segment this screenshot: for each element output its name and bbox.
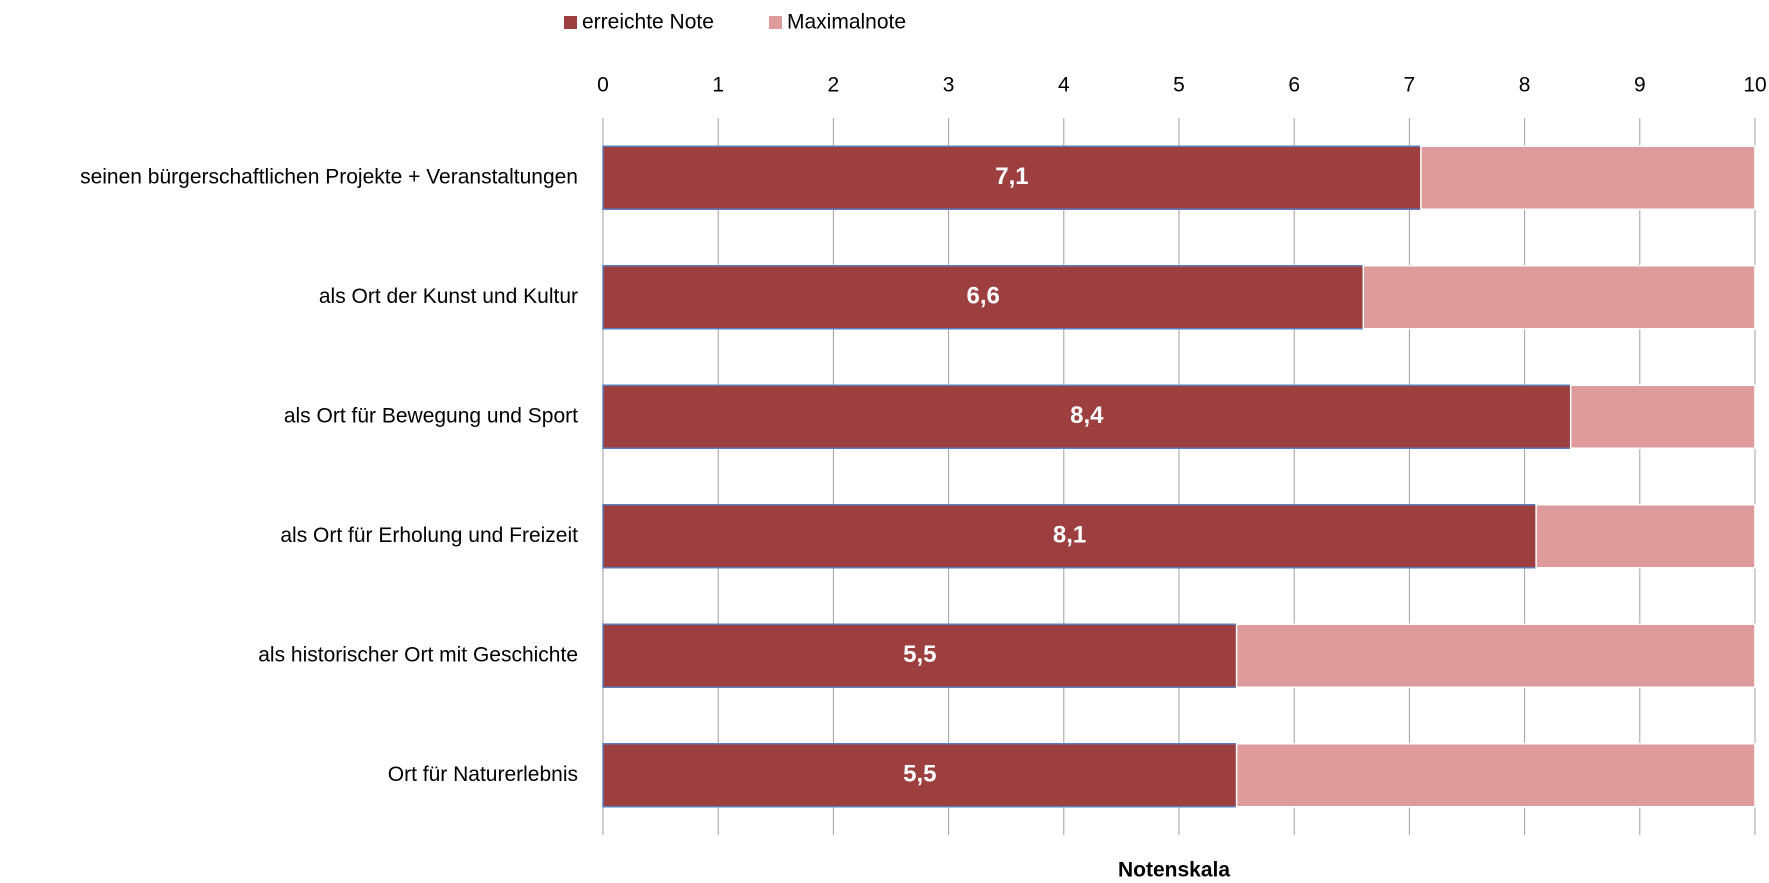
bar-segment	[1569, 384, 1756, 449]
x-tick-label: 0	[597, 74, 609, 97]
x-tick-label: 9	[1634, 74, 1646, 97]
bar-segment	[1235, 623, 1756, 688]
x-tick-label: 8	[1519, 74, 1531, 97]
data-label: 7,1	[995, 163, 1028, 190]
bar-segment	[1535, 504, 1756, 569]
data-label: 8,1	[1053, 522, 1086, 549]
bar-segment	[1362, 265, 1756, 330]
x-tick-label: 6	[1288, 74, 1300, 97]
legend-label: Maximalnote	[787, 11, 906, 34]
x-tick-label: 2	[828, 74, 840, 97]
bar-segment	[1420, 145, 1756, 210]
category-label: als historischer Ort mit Geschichte	[258, 643, 578, 666]
data-label: 5,5	[903, 761, 936, 788]
category-label: als Ort für Erholung und Freizeit	[280, 524, 578, 547]
x-tick-label: 10	[1743, 74, 1766, 97]
category-label: seinen bürgerschaftlichen Projekte + Ver…	[80, 165, 578, 188]
category-label: als Ort der Kunst und Kultur	[319, 285, 578, 308]
x-tick-label: 7	[1404, 74, 1416, 97]
legend-label: erreichte Note	[582, 11, 714, 34]
data-label: 5,5	[903, 641, 936, 668]
data-label: 8,4	[1070, 402, 1104, 429]
category-label: als Ort für Bewegung und Sport	[284, 404, 578, 427]
legend-swatch	[564, 16, 577, 29]
x-axis-title: Notenskala	[1118, 859, 1230, 882]
bar-segment	[602, 265, 1365, 330]
legend-swatch	[769, 16, 782, 29]
bar-segment	[602, 623, 1238, 688]
data-label: 6,6	[966, 283, 999, 310]
bar-segment	[602, 384, 1572, 449]
category-label: Ort für Naturerlebnis	[388, 763, 578, 786]
x-tick-label: 3	[943, 74, 955, 97]
x-tick-label: 1	[712, 74, 724, 97]
bar-segment	[602, 504, 1537, 569]
bar-segment	[602, 743, 1238, 808]
bar-segment	[1235, 743, 1756, 808]
x-tick-label: 4	[1058, 74, 1070, 97]
x-tick-label: 5	[1173, 74, 1185, 97]
bar-segment	[602, 145, 1422, 210]
